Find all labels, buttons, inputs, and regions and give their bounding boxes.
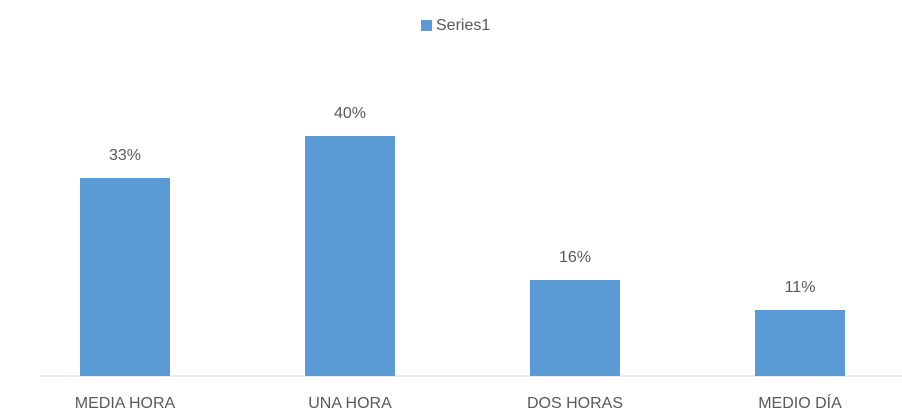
x-tick-label: MEDIA HORA [75,395,176,412]
bar [80,178,170,376]
data-label: 40% [334,105,366,122]
data-label: 11% [785,279,816,296]
x-tick-label: UNA HORA [308,395,392,412]
x-tick-label: MEDIO DÍA [758,393,842,412]
data-label: 33% [109,147,141,164]
bar [305,136,395,376]
legend-swatch [421,20,432,31]
bar [755,310,845,376]
x-tick-label: DOS HORAS [527,395,623,412]
bar [530,280,620,376]
data-label: 16% [559,249,591,266]
legend-label: Series1 [436,17,490,34]
